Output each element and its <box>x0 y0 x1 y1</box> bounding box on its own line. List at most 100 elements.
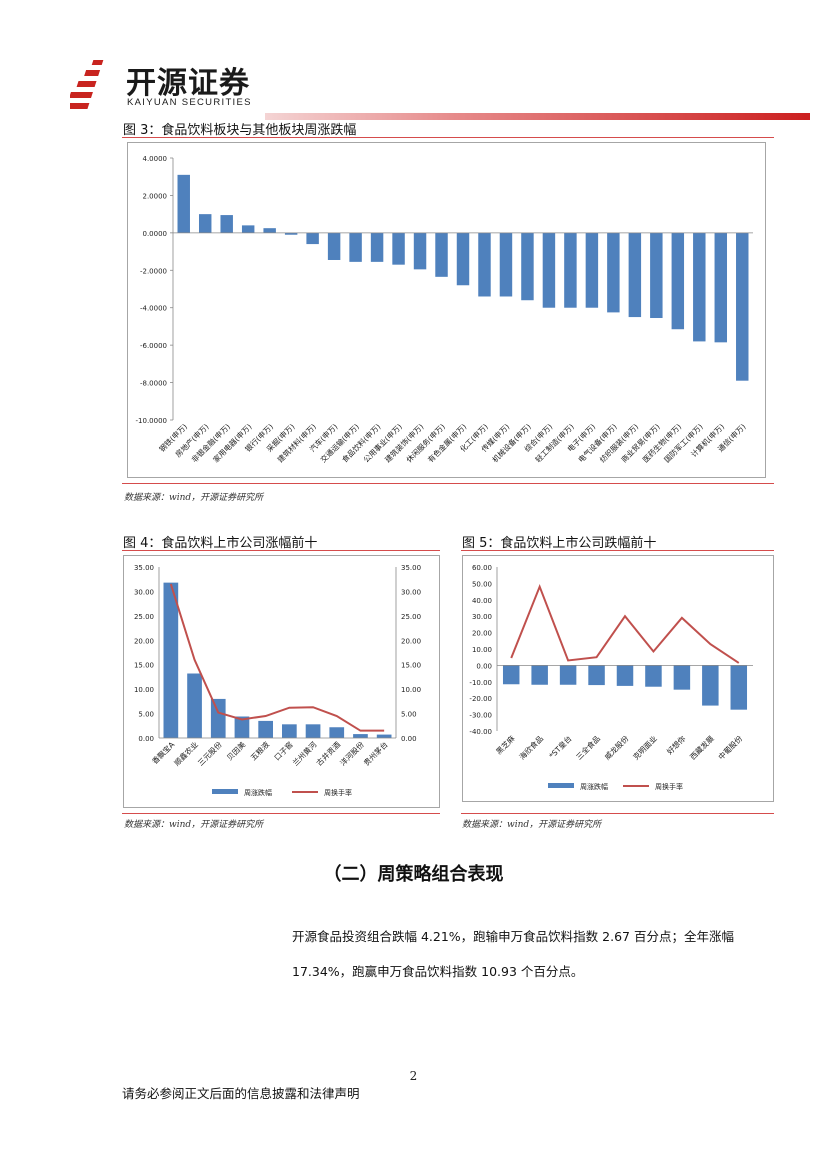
x-tick-label: 三元股份 <box>195 739 224 768</box>
y-tick-label: 0.00 <box>138 735 154 743</box>
figure3-title: 图 3：食品饮料板块与其他板块周涨跌幅 <box>123 123 357 138</box>
bar <box>499 232 513 297</box>
bar <box>353 734 368 738</box>
y-tick-label: -8.0000 <box>140 380 167 388</box>
bar <box>693 232 706 342</box>
x-tick-label: 好想你 <box>664 733 687 756</box>
figure4-divider <box>122 550 440 551</box>
bar <box>258 720 273 738</box>
bar <box>305 724 321 738</box>
figure4-title: 图 4：食品饮料上市公司涨幅前十 <box>123 536 318 551</box>
y2-tick-label: 30.00 <box>401 588 421 596</box>
figure4-chart: 35.00 30.00 25.00 20.00 15.00 10.00 5.00 0.00 35… <box>134 564 421 797</box>
y2-tick-label: 0.00 <box>401 735 417 743</box>
bar <box>198 214 212 233</box>
bar <box>210 698 226 738</box>
x-tick-label: 五粮液 <box>248 739 271 762</box>
bar <box>413 232 427 270</box>
y-tick-label: 60.00 <box>472 564 492 572</box>
bar <box>542 232 556 308</box>
logo-cn-text: 开源证券 <box>126 66 250 101</box>
y-tick-label: -6.0000 <box>140 342 167 350</box>
legend-label: 周涨跌幅 <box>244 788 272 797</box>
x-tick-label: 威龙股份 <box>602 733 631 762</box>
bar <box>714 232 728 343</box>
bar <box>671 232 685 330</box>
legend-swatch-bar <box>548 783 574 788</box>
bar <box>241 225 255 233</box>
y-tick-label: 2.0000 <box>143 192 168 200</box>
bar <box>502 665 520 685</box>
x-tick-label: 三全食品 <box>574 733 602 761</box>
bar <box>607 232 620 313</box>
bar <box>559 665 577 685</box>
bar <box>392 232 405 265</box>
y-tick-label: 25.00 <box>134 613 154 621</box>
series-line <box>510 583 740 664</box>
y-tick-label: -4.0000 <box>140 305 167 313</box>
bar <box>585 232 599 308</box>
bar <box>531 665 548 685</box>
x-tick-label: 贵州茅台 <box>361 739 389 767</box>
legend-swatch-bar <box>212 789 238 794</box>
bar <box>187 673 202 738</box>
figure5-chart: 60.00 50.00 40.00 30.00 20.00 10.00 0.00 -10.00… <box>469 564 753 791</box>
y-tick-label: 30.00 <box>134 588 154 596</box>
x-tick-label: 兰州黄河 <box>290 739 319 768</box>
y-tick-label: 50.00 <box>472 580 492 588</box>
figure4-source: 数据来源：wind，开源证券研究所 <box>124 820 264 830</box>
y2-tick-label: 10.00 <box>401 686 421 694</box>
bar <box>306 232 319 245</box>
y2-tick-label: 5.00 <box>401 711 417 719</box>
bar <box>282 724 297 738</box>
y-tick-label: -2.0000 <box>140 267 167 275</box>
bar <box>730 665 748 710</box>
figure3-bottom-divider <box>122 483 774 484</box>
y-tick-label: 0.0000 <box>143 230 168 238</box>
bar <box>327 232 341 260</box>
bar <box>284 232 298 235</box>
legend-label: 周换手率 <box>655 782 683 791</box>
y-tick-label: -20.00 <box>469 695 492 703</box>
bar <box>263 228 276 233</box>
y-tick-label: 10.00 <box>472 646 492 654</box>
bar <box>456 232 470 286</box>
x-tick-label: 海欣食品 <box>517 733 545 761</box>
y-tick-label: 15.00 <box>134 662 154 670</box>
y-tick-label: 5.00 <box>138 711 154 719</box>
bar <box>736 232 749 381</box>
y-tick-label: 20.00 <box>134 637 154 645</box>
y2-tick-label: 35.00 <box>401 564 421 572</box>
legend-label: 周涨跌幅 <box>580 782 608 791</box>
y-tick-label: 30.00 <box>472 613 492 621</box>
paragraph-line-2: 17.34%，跑赢申万食品饮料指数 10.93 个百分点。 <box>292 964 584 979</box>
bar <box>234 716 250 738</box>
x-tick-label: 黑芝麻 <box>494 733 517 756</box>
header-accent-bar <box>265 113 810 120</box>
figure5-bottom-divider <box>461 813 774 814</box>
figure5-title: 图 5：食品饮料上市公司跌幅前十 <box>462 536 657 551</box>
y-tick-label: 0.00 <box>476 662 492 670</box>
x-tick-label: 克明面业 <box>631 733 660 762</box>
bar <box>628 232 642 318</box>
bar <box>702 665 719 706</box>
bar <box>376 734 392 738</box>
y-tick-label: 35.00 <box>134 564 154 572</box>
y2-tick-label: 20.00 <box>401 637 421 645</box>
legend-label: 周换手率 <box>324 788 352 797</box>
bar <box>177 174 190 233</box>
y-tick-label: -10.00 <box>469 679 492 687</box>
figure3-chart: 4.0000 2.0000 0.0000 -2.0000 -4.0000 -6.0000 -… <box>136 155 753 464</box>
y-tick-label: -10.0000 <box>136 417 167 425</box>
bar <box>370 232 384 262</box>
figure5-chart-frame: 60.00 50.00 40.00 30.00 20.00 10.00 0.00 -10.00… <box>462 555 774 802</box>
x-tick-label: 古井贡酒 <box>314 739 343 768</box>
logo-en-text: KAIYUAN SECURITIES <box>127 97 252 108</box>
y2-tick-label: 15.00 <box>401 662 421 670</box>
page-number: 2 <box>409 1069 418 1083</box>
y-tick-label: 4.0000 <box>143 155 168 163</box>
bar <box>435 232 448 277</box>
bar <box>588 665 605 686</box>
x-tick-label: 贝因美 <box>224 739 247 762</box>
y-tick-label: 10.00 <box>134 686 154 694</box>
